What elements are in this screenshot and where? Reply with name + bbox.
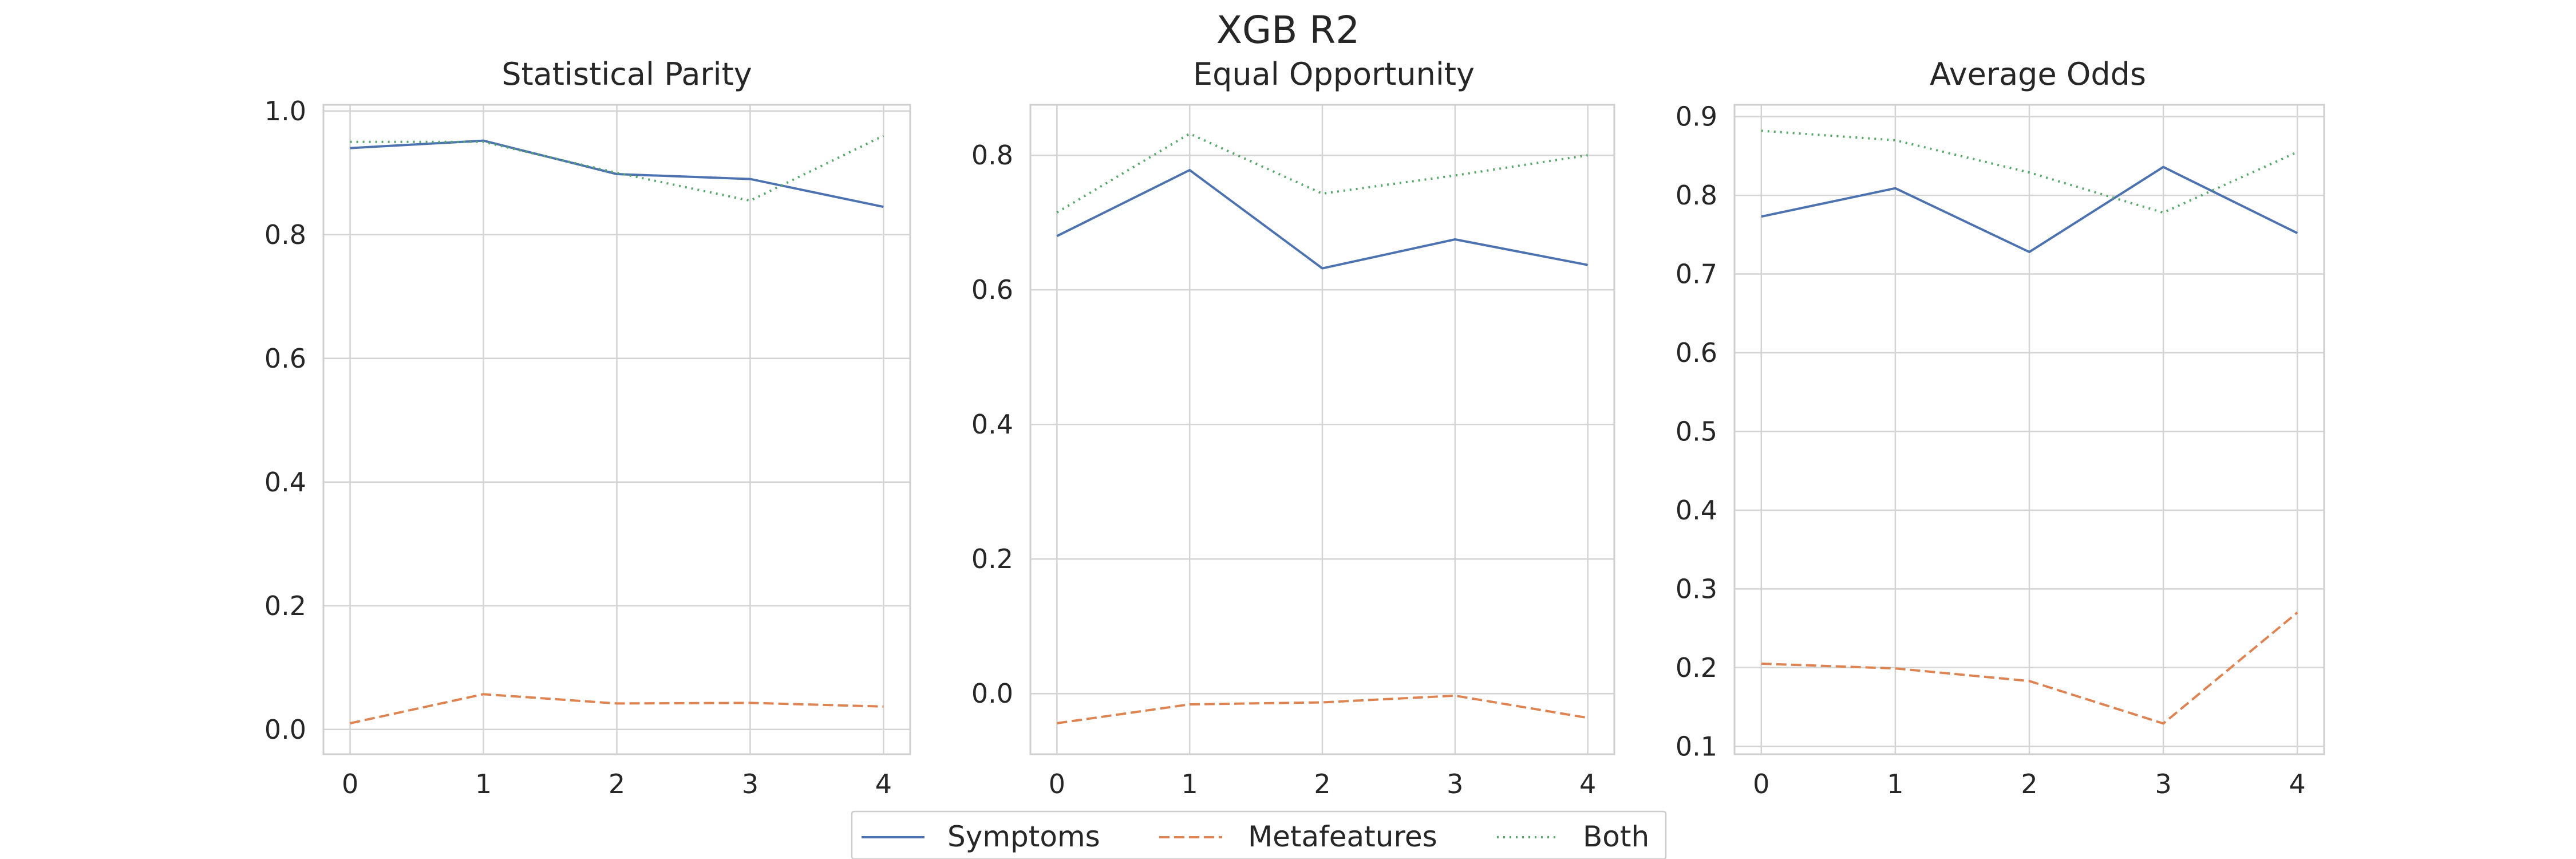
x-tick-label: 3: [2155, 769, 2171, 799]
subplot-title: Statistical Parity: [501, 56, 752, 92]
series-line-metafeatures: [350, 693, 884, 724]
y-tick-label: 0.8: [971, 140, 1013, 171]
series-line-symptoms: [350, 139, 884, 208]
legend: Symptoms Metafeatures Both: [851, 810, 1667, 859]
y-tick-label: 0.2: [971, 543, 1013, 574]
y-tick-label: 0.0: [971, 678, 1013, 709]
y-tick-label: 0.1: [1676, 731, 1717, 762]
x-tick-label: 4: [875, 769, 892, 799]
subplot-equal-opportunity: Equal Opportunity 0.0 0.2 0.4 0.6 0.8 0 1 2 3 4: [971, 56, 1615, 799]
subplot-title: Equal Opportunity: [1193, 56, 1475, 92]
x-tick-label: 2: [609, 769, 625, 799]
y-tick-label: 0.2: [1676, 652, 1717, 683]
y-tick-label: 0.9: [1676, 101, 1717, 132]
plot-frame: [1029, 104, 1615, 755]
series-line-metafeatures: [1761, 612, 2298, 725]
y-tick-label: 1.0: [264, 96, 306, 127]
x-tick-label: 2: [1314, 769, 1330, 799]
series-line-metafeatures: [1057, 694, 1588, 724]
legend-label-symptoms: Symptoms: [947, 820, 1100, 853]
x-tick-label: 1: [1887, 769, 1903, 799]
x-tick-label: 3: [1447, 769, 1463, 799]
y-tick-label: 0.8: [264, 219, 306, 250]
y-tick-label: 0.4: [971, 409, 1013, 440]
series-line-both: [1761, 129, 2298, 214]
subplot-statistical-parity: Statistical Parity 0.0 0.2 0.4 0.6 0.8 1.0 0 1 2…: [264, 56, 911, 799]
legend-label-both: Both: [1583, 820, 1649, 853]
x-tick-label: 0: [1753, 769, 1769, 799]
series-line-both: [350, 135, 884, 202]
y-tick-label: 0.4: [264, 467, 306, 498]
series-line-symptoms: [1056, 169, 1588, 270]
x-tick-label: 3: [742, 769, 758, 799]
y-tick-label: 0.6: [1676, 337, 1717, 368]
y-tick-label: 0.7: [1676, 259, 1717, 290]
y-tick-label: 0.0: [264, 714, 306, 745]
legend-frame: [851, 810, 1667, 859]
x-tick-label: 0: [342, 769, 358, 799]
x-tick-label: 4: [1579, 769, 1596, 799]
plot-frame: [1733, 104, 2325, 755]
y-tick-label: 0.3: [1676, 573, 1717, 604]
y-tick-label: 0.6: [971, 274, 1013, 305]
x-tick-label: 4: [2289, 769, 2306, 799]
subplot-title: Average Odds: [1930, 56, 2146, 92]
y-tick-label: 0.5: [1676, 416, 1717, 447]
y-tick-label: 0.6: [264, 343, 306, 374]
y-tick-label: 0.2: [264, 590, 306, 621]
subplot-average-odds: Average Odds 0.1 0.2 0.3 0.4 0.5 0.6 0.7 0.8 0.9…: [1676, 56, 2325, 799]
x-tick-label: 1: [1182, 769, 1198, 799]
x-tick-label: 2: [2021, 769, 2037, 799]
series-line-symptoms: [1761, 166, 2298, 253]
legend-label-metafeatures: Metafeatures: [1248, 820, 1437, 853]
y-tick-label: 0.4: [1676, 495, 1717, 526]
y-tick-label: 0.8: [1676, 180, 1717, 211]
plot-frame: [322, 104, 911, 755]
x-tick-label: 1: [475, 769, 492, 799]
x-tick-label: 0: [1049, 769, 1065, 799]
figure-title: XGB R2: [1216, 8, 1360, 52]
